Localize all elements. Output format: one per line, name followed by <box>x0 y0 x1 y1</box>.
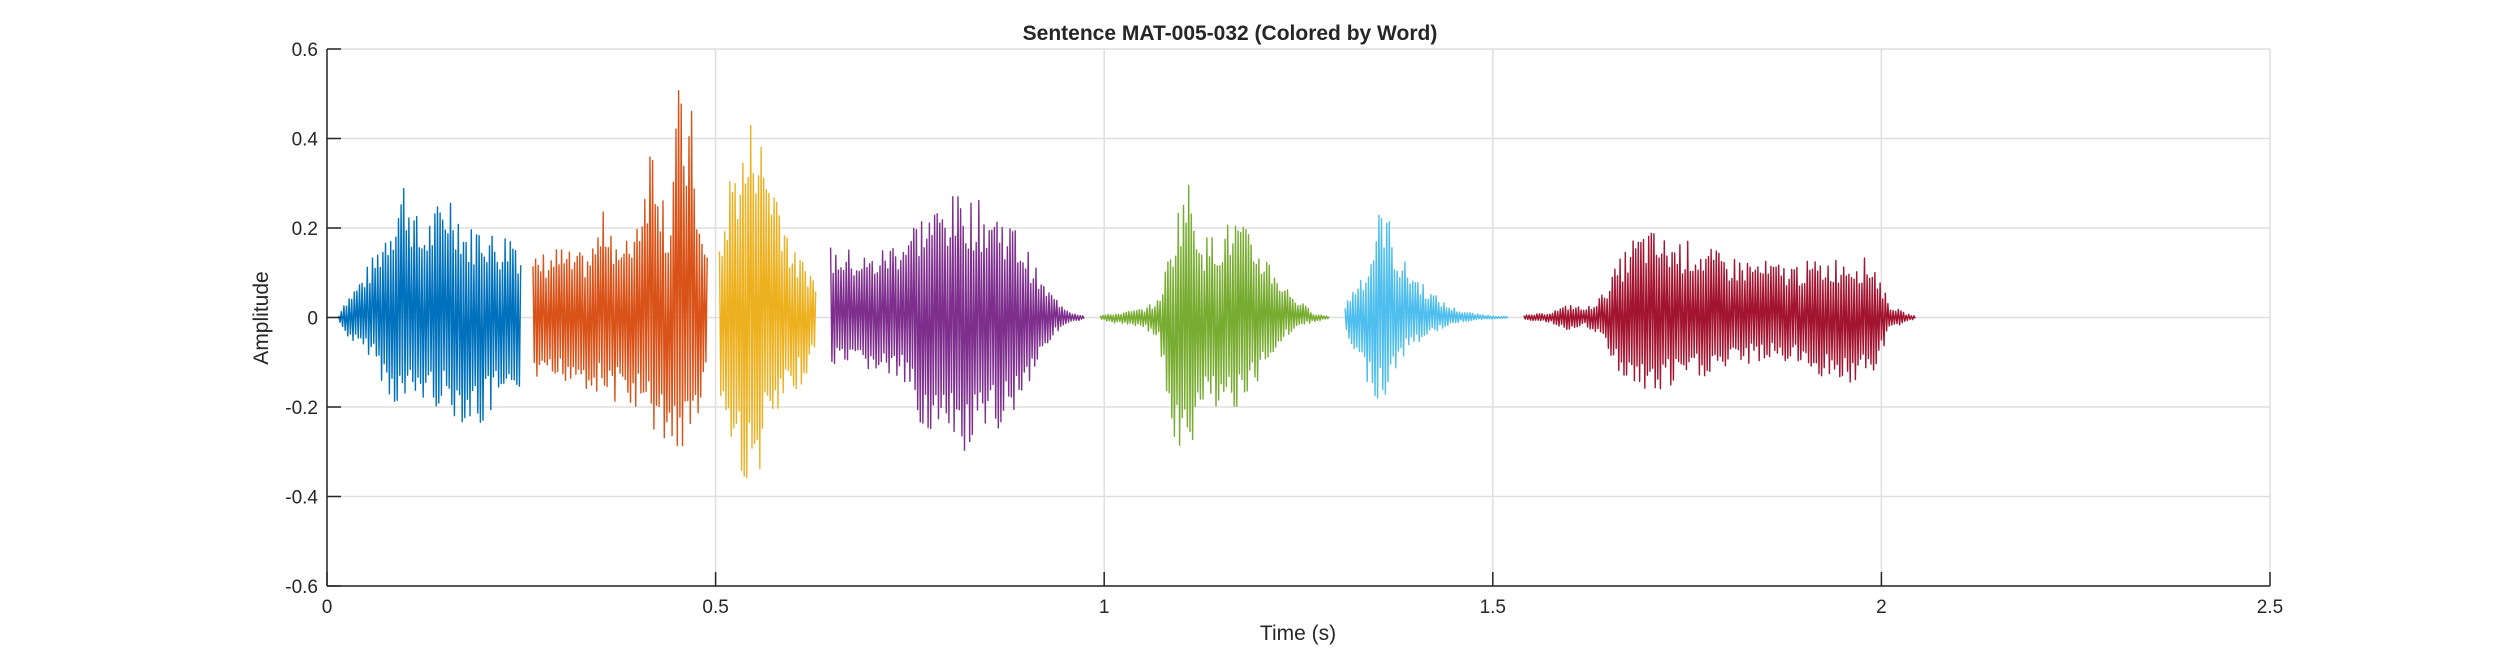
y-tick-label: 0.4 <box>292 130 319 151</box>
y-tick-label: 0.2 <box>292 219 318 240</box>
y-tick-label: 0 <box>307 309 318 330</box>
y-tick-label: -0.2 <box>285 398 318 419</box>
word-segment-line <box>338 187 522 423</box>
y-tick-label: -0.4 <box>285 488 318 509</box>
ticks: 0 0.5 1 1.5 2 2.5 -0.6 -0.4 -0.2 0 0.2 0.4 0.6 <box>285 40 2283 618</box>
word-segment-line <box>1344 214 1509 399</box>
chart-title: Sentence MAT-005-032 (Colored by Word) <box>1023 22 1438 45</box>
word-segment-line <box>1523 232 1916 390</box>
x-tick-label: 0.5 <box>702 597 728 618</box>
y-tick-label: 0.6 <box>292 40 318 61</box>
x-tick-label: 0 <box>322 597 333 618</box>
x-tick-label: 2.5 <box>2257 597 2283 618</box>
word-segment-line <box>829 196 1085 451</box>
x-tick-label: 2 <box>1876 597 1887 618</box>
plot-area <box>338 90 1916 479</box>
word-segment-line <box>532 90 708 447</box>
x-axis-label: Time (s) <box>1260 622 1336 645</box>
x-tick-label: 1 <box>1099 597 1110 618</box>
word-segment-line <box>1099 184 1330 446</box>
y-tick-label: -0.6 <box>285 577 318 598</box>
word-segment-line <box>718 124 817 479</box>
x-tick-label: 1.5 <box>1480 597 1506 618</box>
y-axis-label: Amplitude <box>250 271 273 364</box>
